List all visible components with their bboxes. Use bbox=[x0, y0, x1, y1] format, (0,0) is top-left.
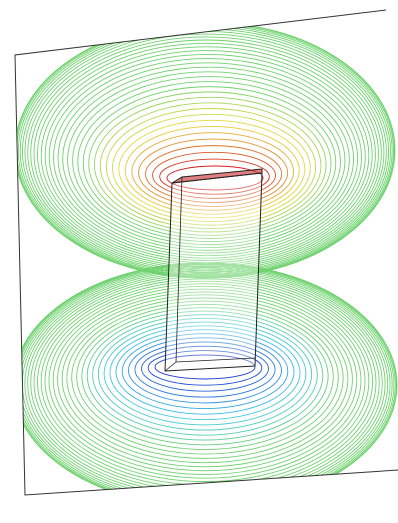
box-top bbox=[171, 168, 263, 184]
box-edge bbox=[175, 357, 256, 363]
contour bbox=[159, 158, 270, 195]
contour bbox=[124, 126, 300, 215]
contour bbox=[99, 102, 322, 230]
contour bbox=[24, 270, 386, 495]
contour bbox=[57, 291, 353, 468]
contour bbox=[66, 297, 344, 459]
contour bbox=[71, 300, 339, 455]
contour bbox=[154, 354, 256, 380]
contour bbox=[62, 66, 354, 251]
contour bbox=[61, 294, 349, 464]
box-front bbox=[164, 172, 263, 372]
contour bbox=[118, 119, 306, 219]
contour bbox=[82, 86, 337, 239]
magnet-box bbox=[164, 168, 263, 372]
contour bbox=[57, 62, 359, 254]
contour bbox=[33, 39, 379, 268]
contour bbox=[138, 138, 289, 207]
contour bbox=[76, 303, 334, 451]
contour bbox=[147, 350, 263, 386]
contour bbox=[53, 58, 362, 257]
contour bbox=[44, 50, 370, 262]
contour bbox=[44, 283, 366, 479]
contour bbox=[115, 329, 295, 415]
contour bbox=[152, 151, 277, 199]
contour bbox=[72, 76, 346, 246]
contour bbox=[81, 307, 329, 446]
contour bbox=[145, 145, 283, 203]
contour bbox=[86, 310, 324, 441]
contour bbox=[40, 280, 370, 483]
contour bbox=[134, 341, 276, 398]
contour bbox=[88, 91, 332, 236]
contour bbox=[92, 314, 318, 436]
contour bbox=[97, 317, 313, 431]
contour bbox=[166, 165, 264, 191]
contour bbox=[121, 333, 289, 410]
contour bbox=[105, 108, 317, 226]
box-edge bbox=[164, 361, 177, 372]
contour bbox=[15, 262, 397, 495]
contour bbox=[48, 285, 362, 475]
contour bbox=[109, 325, 301, 421]
contour bbox=[48, 53, 366, 259]
contour bbox=[67, 71, 350, 249]
box-edge bbox=[175, 176, 183, 363]
contour bbox=[103, 321, 307, 426]
contour bbox=[131, 132, 294, 211]
contour bbox=[94, 96, 327, 233]
contour bbox=[141, 345, 269, 392]
contour-lines bbox=[15, 21, 398, 495]
contour bbox=[112, 113, 311, 223]
contour bbox=[77, 81, 341, 243]
contour bbox=[52, 288, 358, 472]
contour bbox=[15, 263, 396, 495]
contour bbox=[128, 337, 282, 404]
plane-border bbox=[14, 9, 398, 496]
